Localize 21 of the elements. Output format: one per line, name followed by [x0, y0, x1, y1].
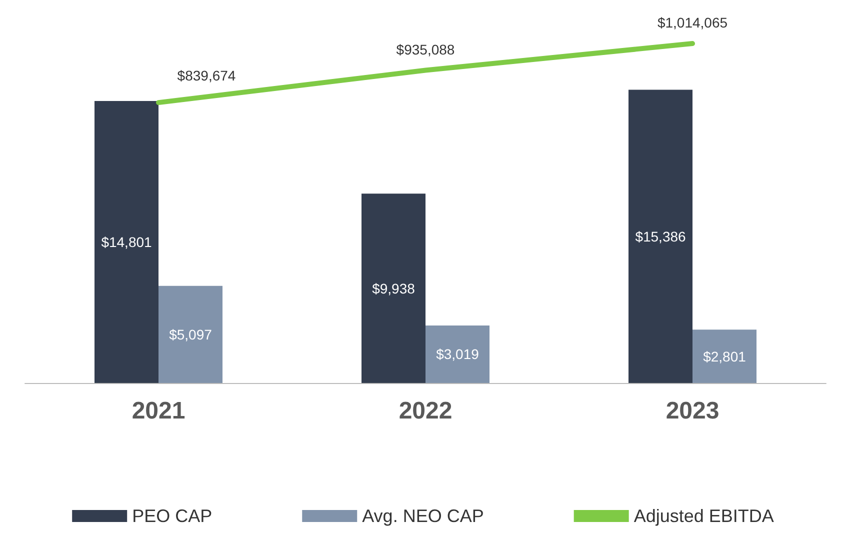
x-tick-label: 2023	[666, 398, 720, 424]
legend-label: Adjusted EBITDA	[634, 506, 774, 526]
data-label: $935,088	[396, 41, 455, 58]
bar	[426, 325, 490, 383]
data-label: $2,801	[703, 348, 746, 364]
legend-label: Avg. NEO CAP	[362, 506, 484, 526]
x-tick-label: 2021	[132, 398, 186, 424]
data-label: $14,801	[101, 234, 152, 250]
bar	[362, 194, 426, 383]
data-label: $1,014,065	[657, 14, 728, 31]
data-label: $15,386	[635, 228, 686, 244]
data-label: $839,674	[177, 68, 236, 84]
bar	[628, 90, 692, 383]
data-label: $5,097	[169, 326, 212, 342]
bar	[158, 286, 222, 383]
x-tick-label: 2022	[398, 398, 452, 424]
bar	[692, 330, 756, 383]
bar	[94, 100, 158, 383]
data-label: $3,019	[436, 346, 480, 362]
legend-label: PEO CAP	[132, 506, 212, 526]
data-label: $9,938	[372, 280, 416, 296]
